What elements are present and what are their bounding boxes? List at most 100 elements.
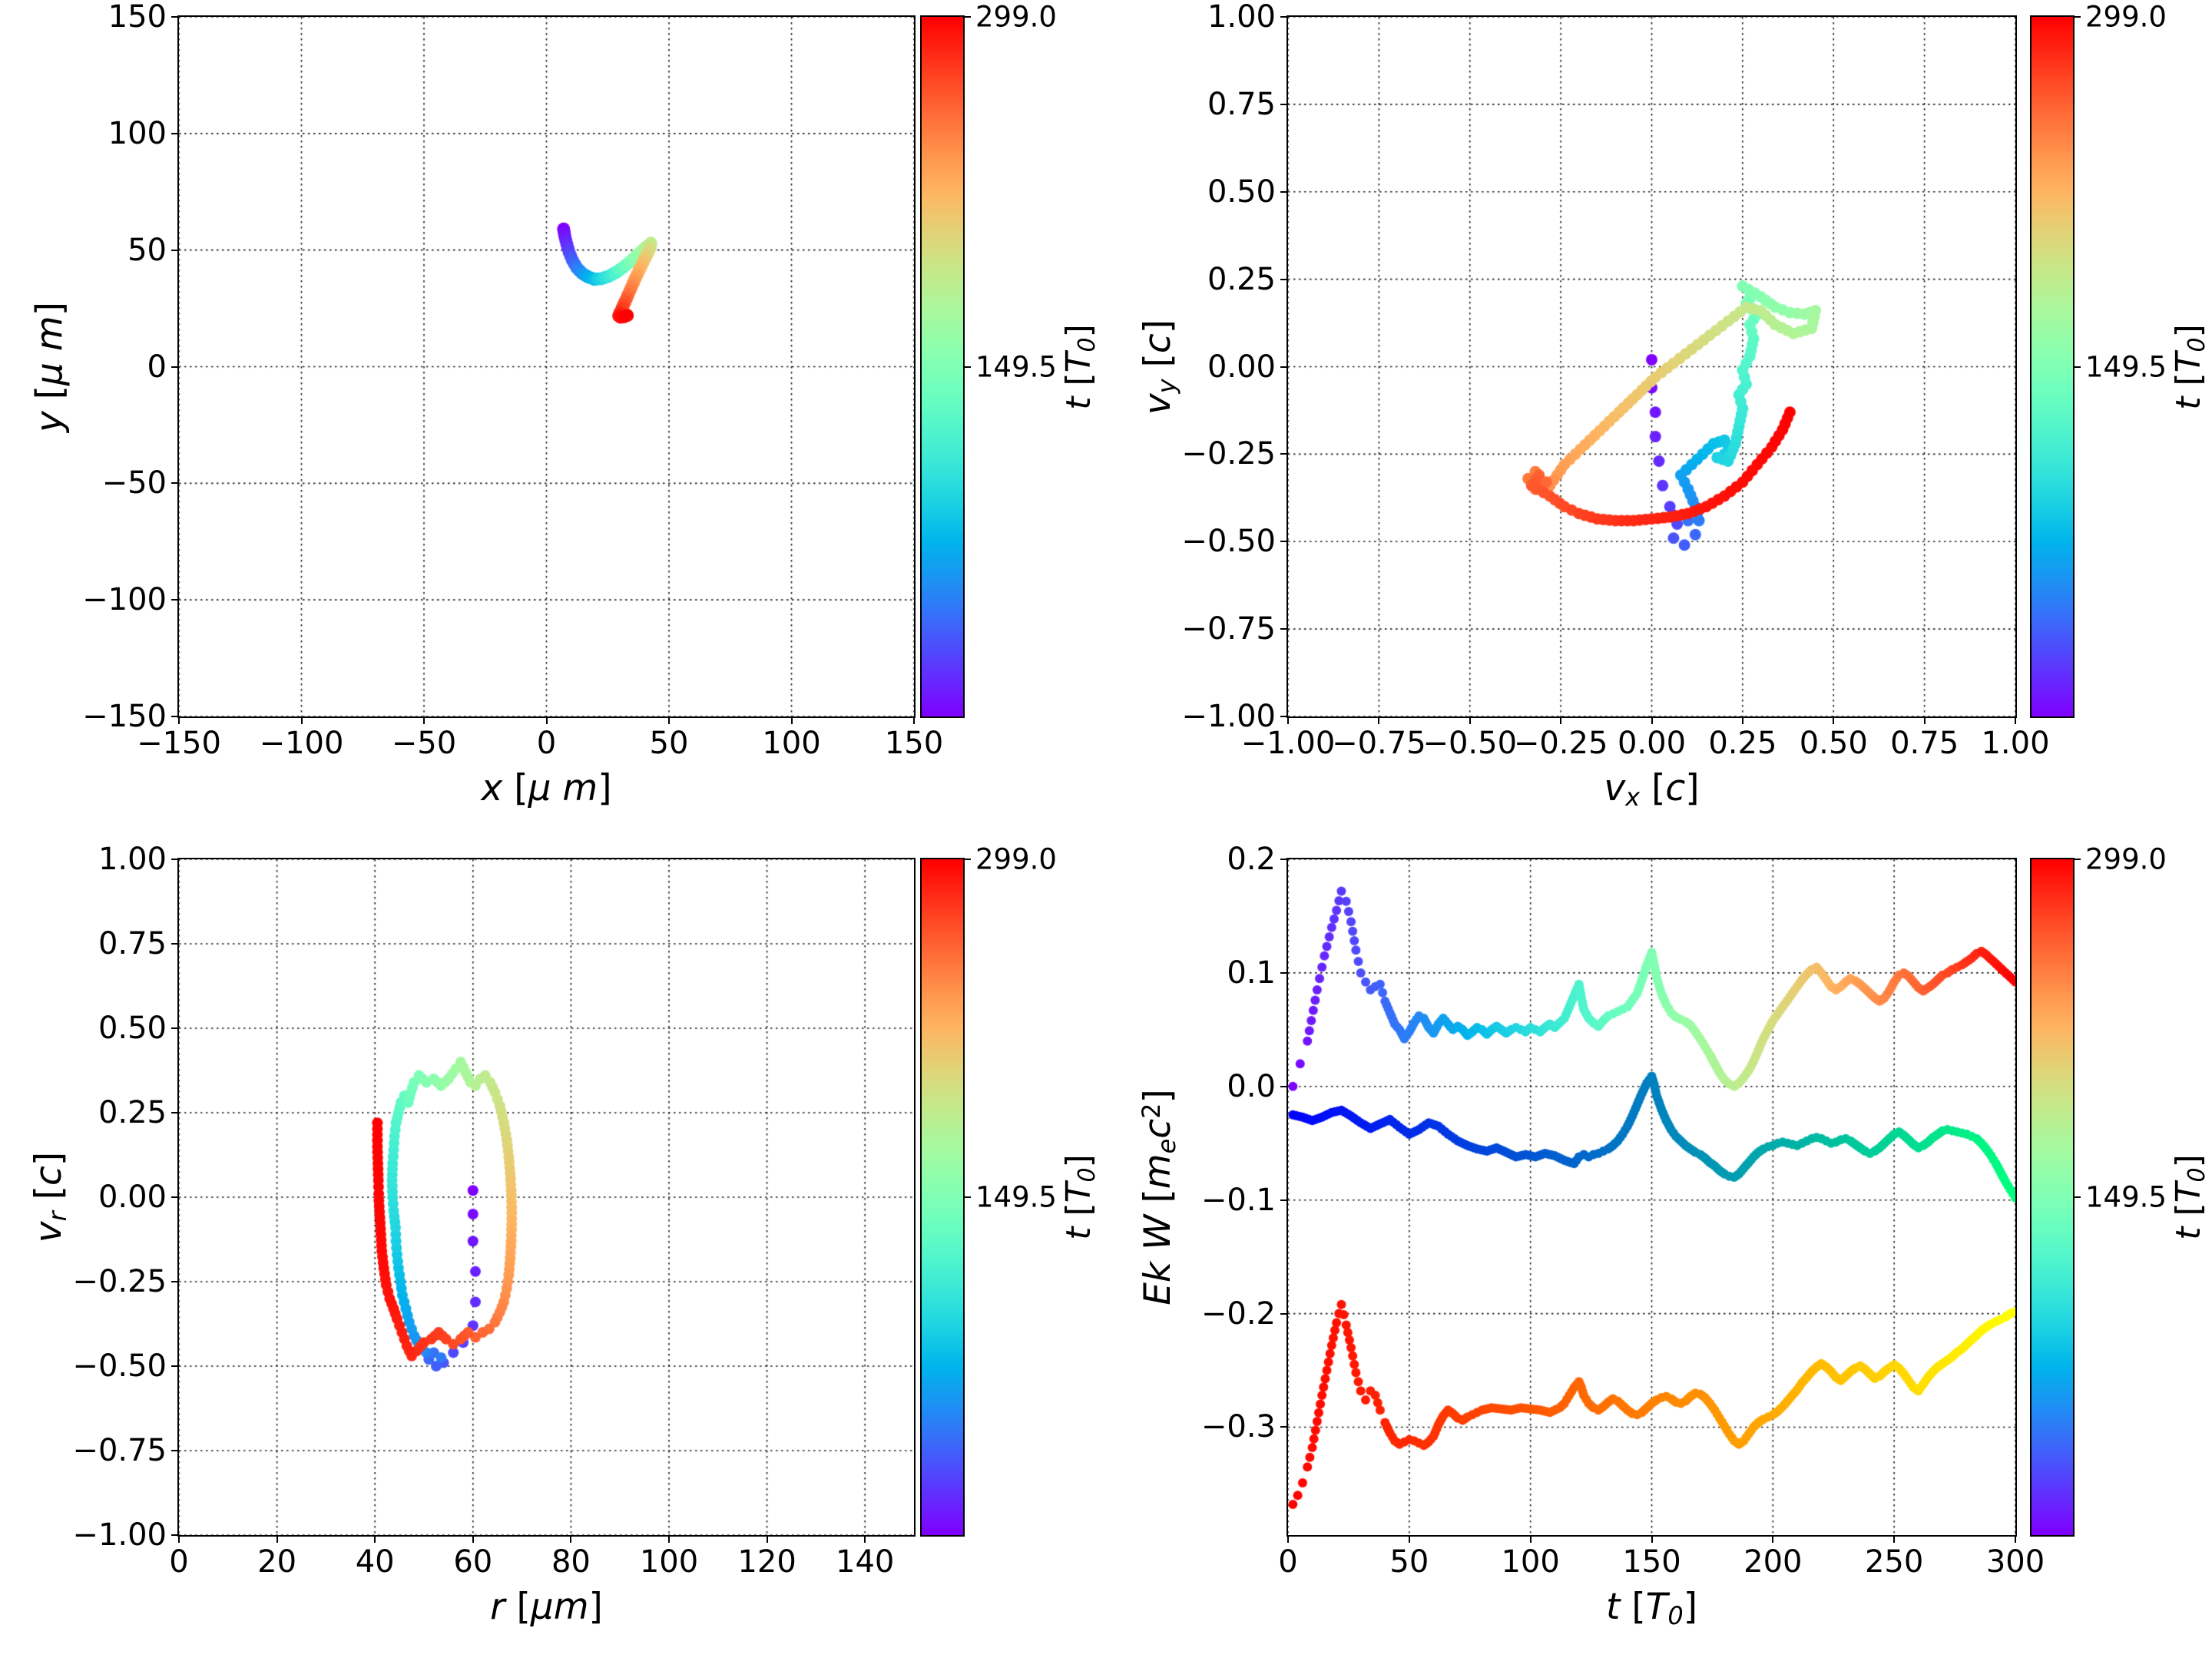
y-tick-label: 0.50 xyxy=(98,1011,167,1046)
x-tick-label: 0 xyxy=(536,726,557,761)
plot-area-energy-work-time xyxy=(1288,859,2015,1535)
colorbar xyxy=(2030,858,2075,1537)
y-tick-label: −0.3 xyxy=(1200,1409,1276,1445)
x-tick-label: 150 xyxy=(1622,1544,1681,1580)
x-tick-label: 0.50 xyxy=(1799,726,1868,761)
y-tick-label: 0 xyxy=(147,349,167,385)
colorbar-gradient xyxy=(922,17,963,716)
y-tick-label: 0.25 xyxy=(1207,261,1276,297)
y-tick-mark xyxy=(171,1450,179,1451)
y-tick-label: 1.00 xyxy=(98,842,167,877)
x-axis-label: vx [c] xyxy=(1604,767,1700,812)
colorbar xyxy=(920,15,965,718)
colorbar-tick-mark xyxy=(2073,1196,2081,1198)
x-tick-mark xyxy=(1287,1535,1289,1543)
x-tick-mark xyxy=(1772,1535,1774,1543)
colorbar-label: t [T0] xyxy=(1058,323,1101,410)
x-tick-label: −150 xyxy=(137,726,221,761)
x-tick-mark xyxy=(1833,716,1835,724)
colorbar-tick-label: 149.5 xyxy=(975,350,1057,383)
x-tick-mark xyxy=(1287,716,1289,724)
x-tick-mark xyxy=(1469,716,1471,724)
colorbar-tick-mark xyxy=(963,366,971,368)
y-tick-mark xyxy=(1280,453,1288,455)
x-tick-label: −50 xyxy=(391,726,457,761)
x-tick-label: 40 xyxy=(355,1544,395,1580)
y-tick-mark xyxy=(1280,278,1288,280)
y-tick-mark xyxy=(171,1365,179,1367)
y-tick-mark xyxy=(1280,628,1288,630)
y-tick-label: 150 xyxy=(108,0,167,35)
x-tick-label: 0 xyxy=(1278,1544,1298,1580)
x-tick-mark xyxy=(472,1535,474,1543)
x-tick-label: 200 xyxy=(1743,1544,1803,1580)
x-tick-mark xyxy=(1893,1535,1896,1543)
x-axis-label: r [μm] xyxy=(490,1586,603,1628)
colorbar-tick-mark xyxy=(2073,366,2081,368)
x-tick-mark xyxy=(668,716,670,724)
x-tick-mark xyxy=(570,1535,572,1543)
y-tick-label: −0.25 xyxy=(72,1264,167,1299)
x-tick-mark xyxy=(913,716,915,724)
subplot-energy-work-time xyxy=(1286,858,2017,1537)
colorbar-tick-mark xyxy=(2073,859,2081,860)
x-tick-mark xyxy=(178,716,180,724)
x-tick-mark xyxy=(2015,716,2016,724)
x-tick-label: 50 xyxy=(1389,1544,1429,1580)
y-tick-label: −0.75 xyxy=(1181,611,1276,647)
y-tick-mark xyxy=(1280,716,1288,717)
y-tick-mark xyxy=(171,1196,179,1198)
x-tick-mark xyxy=(276,1535,278,1543)
subplot-phase-r-vr xyxy=(177,858,916,1537)
plot-area-velocity-vx-vy xyxy=(1288,17,2015,716)
x-tick-label: −0.50 xyxy=(1422,726,1518,761)
x-tick-label: 300 xyxy=(1985,1544,2045,1580)
y-tick-mark xyxy=(171,16,179,18)
plot-area-trajectory-xy xyxy=(179,17,914,716)
x-tick-mark xyxy=(1741,716,1743,724)
y-tick-mark xyxy=(1280,366,1288,368)
x-tick-label: 120 xyxy=(737,1544,796,1580)
y-tick-mark xyxy=(1280,16,1288,18)
colorbar xyxy=(920,858,965,1537)
y-tick-label: −50 xyxy=(101,465,167,501)
colorbar-tick-label: 299.0 xyxy=(2085,842,2167,876)
x-tick-label: 150 xyxy=(884,726,944,761)
y-tick-label: 0.75 xyxy=(98,926,167,961)
x-tick-label: 100 xyxy=(1501,1544,1560,1580)
y-axis-label: Ek W [mec2] xyxy=(1136,1089,1182,1305)
colorbar-gradient xyxy=(2032,17,2073,716)
x-tick-label: 1.00 xyxy=(1981,726,2050,761)
x-tick-label: 20 xyxy=(257,1544,297,1580)
y-tick-label: −100 xyxy=(82,582,167,618)
colorbar-tick-label: 299.0 xyxy=(2085,0,2167,34)
y-tick-mark xyxy=(171,859,179,860)
x-tick-label: −0.25 xyxy=(1513,726,1608,761)
y-tick-label: −1.00 xyxy=(72,1517,167,1553)
y-tick-mark xyxy=(171,132,179,134)
colorbar-tick-mark xyxy=(963,1196,971,1198)
y-tick-label: −0.2 xyxy=(1200,1295,1276,1332)
y-axis-label: vy [c] xyxy=(1137,319,1181,415)
y-tick-label: −0.75 xyxy=(72,1433,167,1468)
y-tick-label: 0.0 xyxy=(1227,1068,1276,1104)
x-tick-label: 250 xyxy=(1864,1544,1924,1580)
x-tick-label: 100 xyxy=(762,726,821,761)
y-tick-label: −0.50 xyxy=(1181,524,1276,560)
x-tick-mark xyxy=(864,1535,866,1543)
y-tick-mark xyxy=(1280,859,1288,860)
y-tick-mark xyxy=(171,943,179,945)
y-tick-label: 0.25 xyxy=(98,1095,167,1130)
y-tick-mark xyxy=(171,1534,179,1536)
x-tick-label: 80 xyxy=(551,1544,591,1580)
y-tick-label: 50 xyxy=(127,232,167,268)
x-tick-mark xyxy=(374,1535,376,1543)
colorbar-tick-label: 299.0 xyxy=(975,0,1057,34)
x-tick-mark xyxy=(1923,716,1926,724)
y-tick-mark xyxy=(1280,103,1288,105)
y-tick-mark xyxy=(171,366,179,368)
x-tick-mark xyxy=(668,1535,670,1543)
colorbar-tick-label: 149.5 xyxy=(975,1180,1057,1214)
x-tick-mark xyxy=(1651,716,1653,724)
